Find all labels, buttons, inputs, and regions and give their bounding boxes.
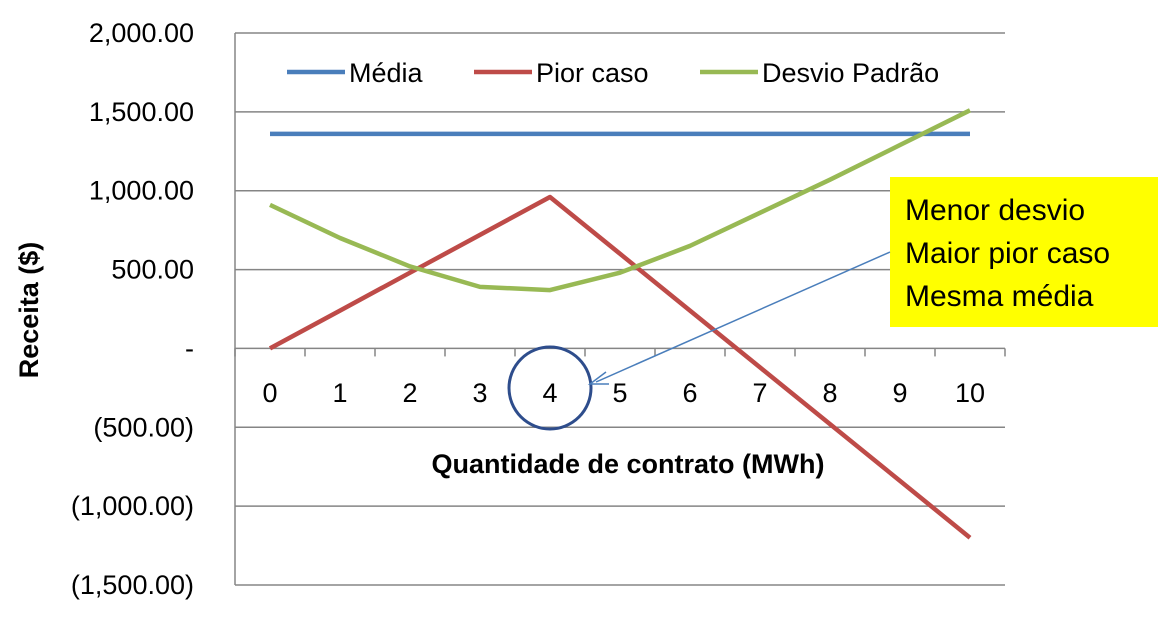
series-line-pior-caso [268,194,972,540]
x-tick-label: 2 [402,378,417,408]
y-tick-label: - [185,333,194,363]
annotation-arrow [595,251,891,383]
y-axis-tick-labels: 2,000.00 1,500.00 1,000.00 500.00 - (500.00) (… [71,18,194,600]
y-tick-label: (500.00) [93,412,194,442]
y-tick-label: (1,000.00) [71,491,194,521]
highlight-circle [507,345,593,431]
x-tick-label: 10 [955,378,985,408]
annotation-text: Maior pior caso [905,237,1110,270]
x-tick-label: 0 [262,378,277,408]
legend: Média Pior caso Desvio Padrão [287,58,939,88]
legend-label: Pior caso [536,58,649,88]
annotation-box [890,177,1158,327]
x-tick-label: 1 [332,378,347,408]
x-axis [234,347,1006,357]
annotation-text: Mesma média [905,280,1094,313]
legend-label: Média [349,58,424,88]
legend-label: Desvio Padrão [762,58,939,88]
y-tick-label: 2,000.00 [89,18,194,48]
y-tick-label: 1,000.00 [89,176,194,206]
series-line-desvio-padrao [269,108,971,293]
annotation: Menor desvio Maior pior caso Mesma média [507,177,1158,431]
y-tick-label: 1,500.00 [89,97,194,127]
annotation-text: Menor desvio [905,194,1085,227]
x-tick-label: 5 [612,378,627,408]
annotation-arrowhead [587,371,609,385]
x-tick-label: 6 [682,378,697,408]
x-tick-label: 9 [892,378,907,408]
x-tick-label: 7 [752,378,767,408]
y-axis-title: Receita ($) [14,242,44,379]
series-lines [268,108,972,540]
y-tick-label: (1,500.00) [71,570,194,600]
x-axis-tick-labels: 0 1 2 3 4 5 6 7 8 9 10 [262,378,985,408]
x-axis-title: Quantidade de contrato (MWh) [432,449,825,479]
y-tick-label: 500.00 [111,255,194,285]
x-tick-label: 8 [822,378,837,408]
x-tick-label: 4 [542,378,557,408]
x-tick-label: 3 [472,378,487,408]
gridlines [234,32,1005,586]
